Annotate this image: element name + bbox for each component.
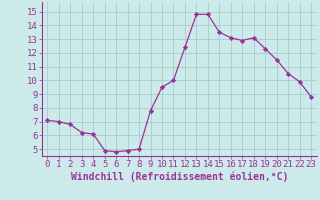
X-axis label: Windchill (Refroidissement éolien,°C): Windchill (Refroidissement éolien,°C): [70, 172, 288, 182]
